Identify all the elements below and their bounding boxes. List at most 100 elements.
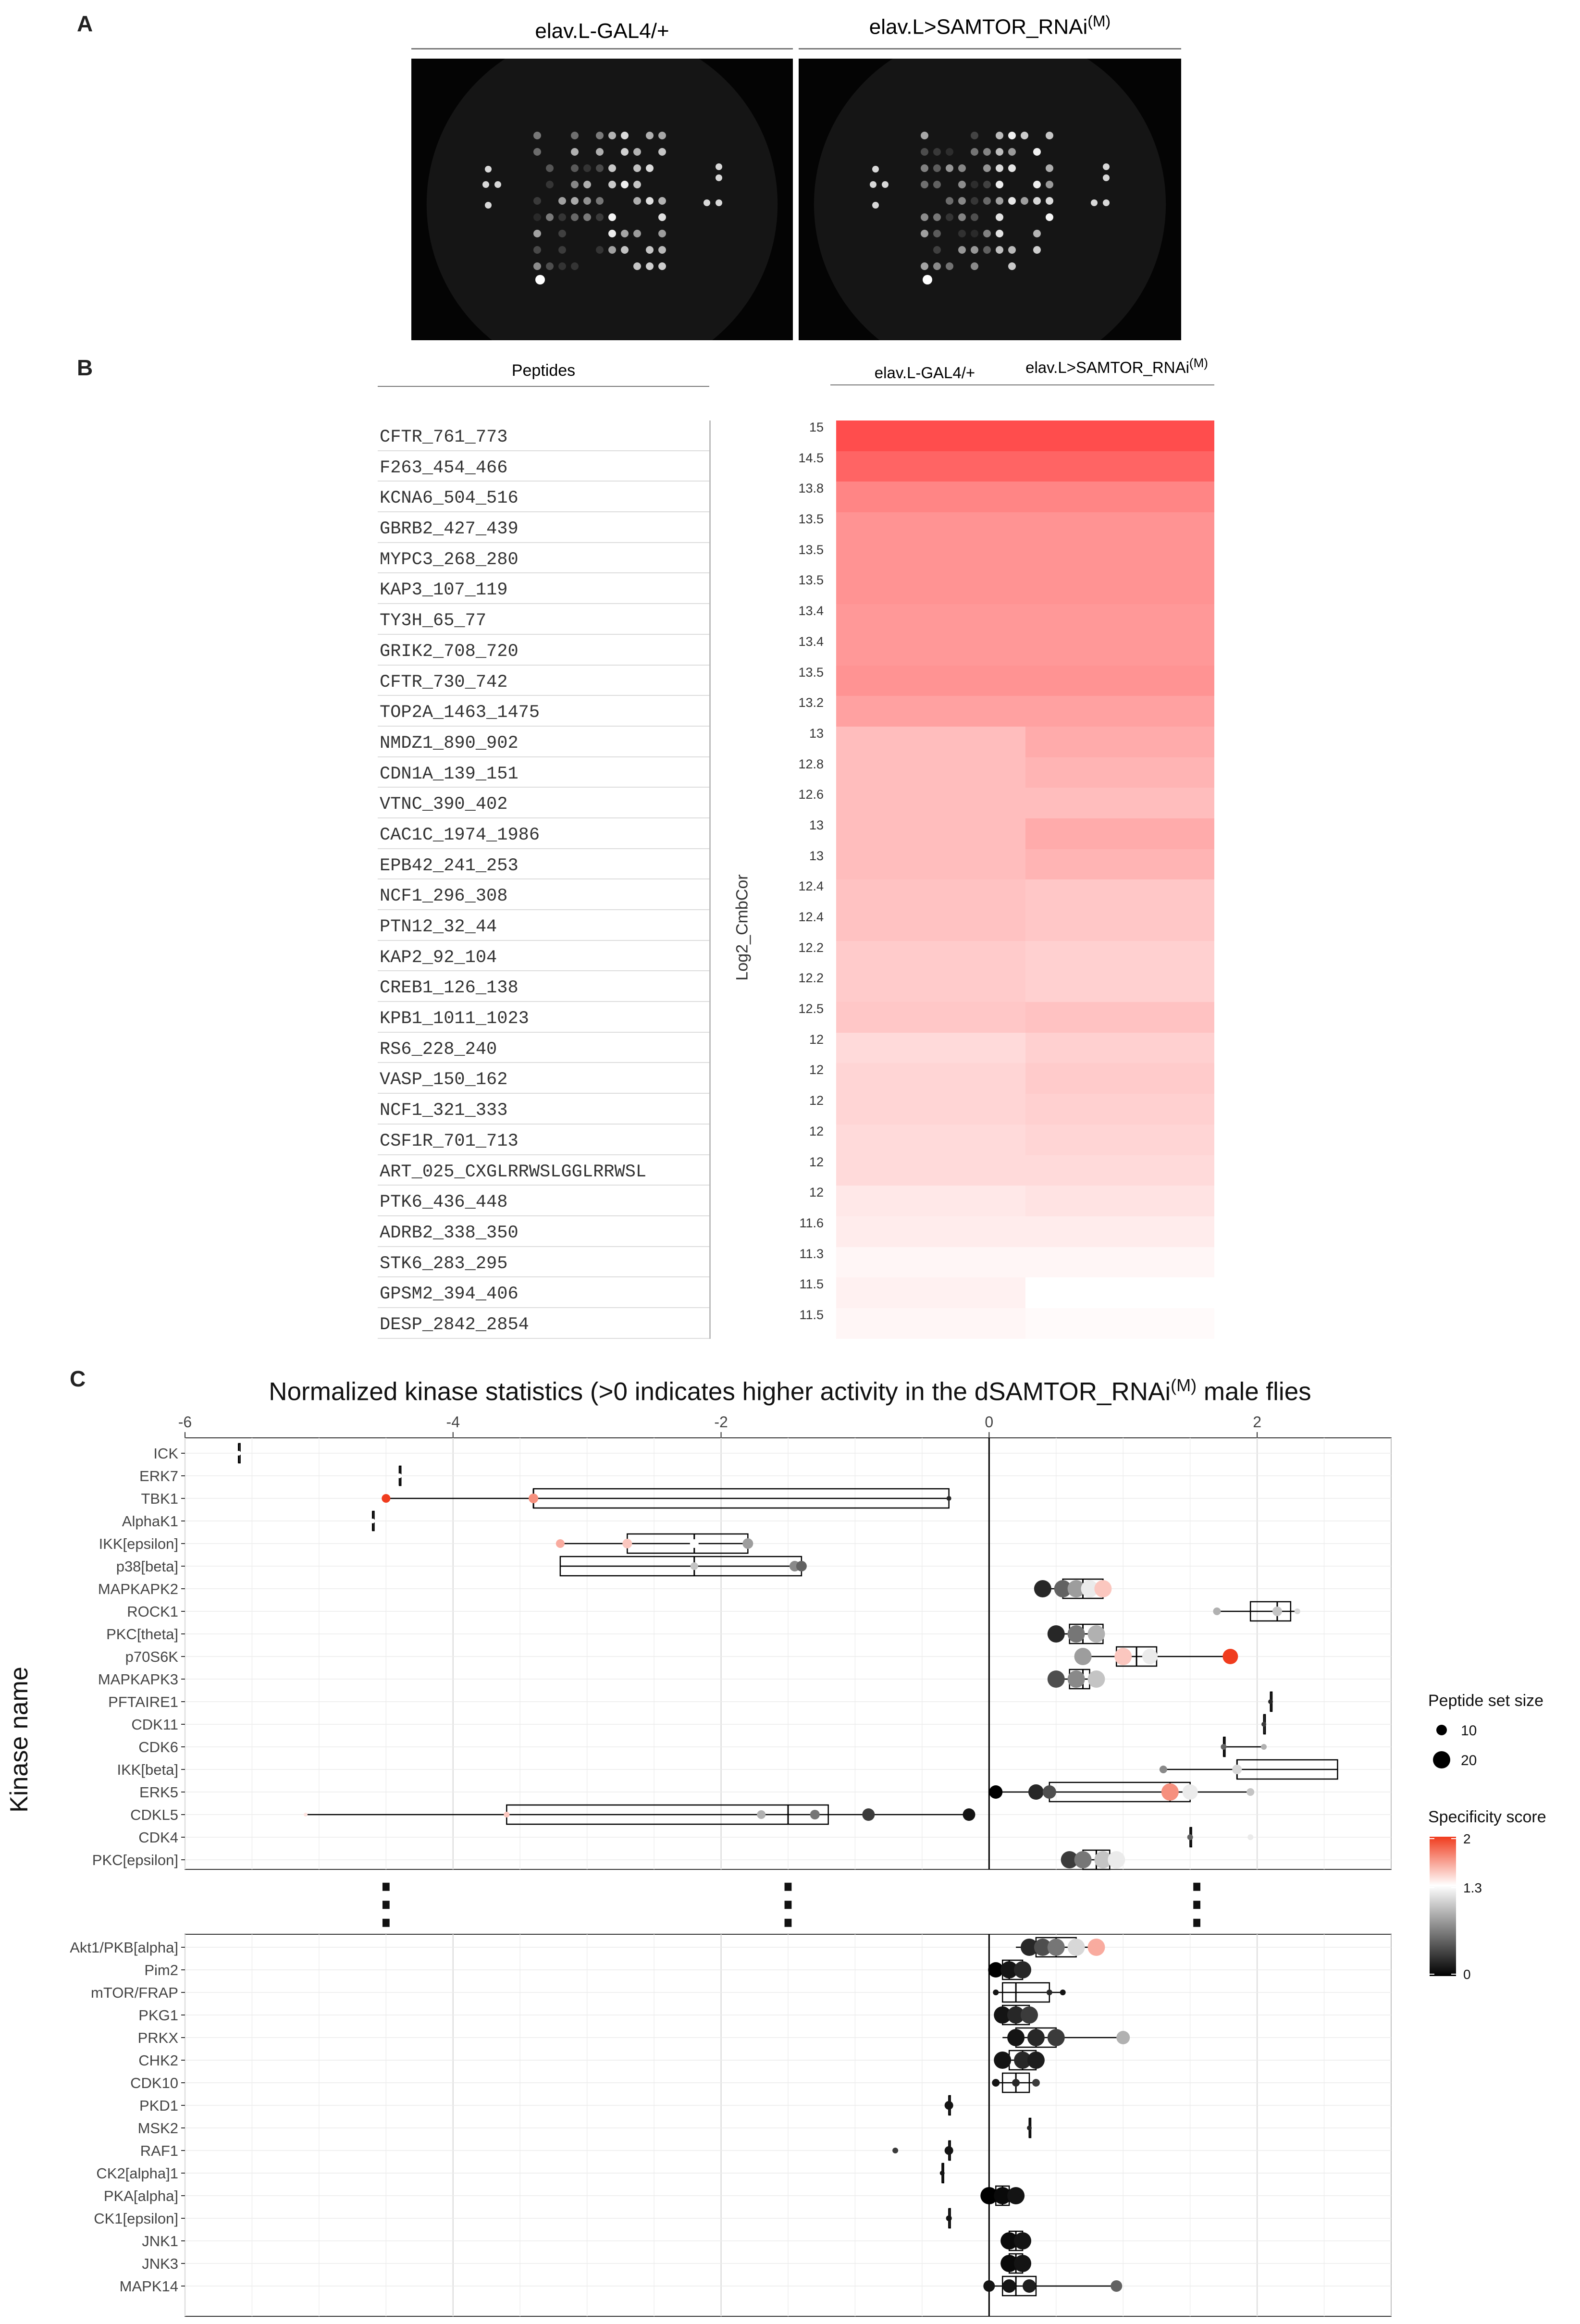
panel-a-header-right-sup: (M) [1087, 12, 1111, 30]
kinase-point [963, 1808, 975, 1821]
heatmap-row-value: 12 [809, 1063, 824, 1077]
heatmap-cell-control [836, 879, 1025, 910]
peptide-row: PTN12_32_44 [378, 910, 709, 941]
array-spot [533, 213, 541, 221]
heatmap-cell-control [836, 1032, 1025, 1063]
array-spot [533, 197, 541, 205]
array-spot [558, 230, 566, 237]
kinase-label: CHK2 [138, 2052, 178, 2069]
heatmap-cell-samtor [1025, 818, 1214, 849]
array-spot [996, 148, 1003, 156]
kinase-label: IKK[epsilon] [99, 1535, 178, 1552]
array-spot [621, 246, 629, 254]
kinase-point [1047, 1670, 1065, 1688]
array-spot [533, 148, 541, 156]
heatmap-row [836, 1063, 1214, 1094]
panel-a-label: A [77, 11, 93, 36]
peptide-row: CDN1A_139_151 [378, 757, 709, 788]
heatmap-col1-header: elav.L-GAL4/+ [874, 364, 975, 382]
heatmap-cell-samtor [1025, 512, 1214, 543]
heatmap-row [836, 971, 1214, 1002]
peptide-row: TY3H_65_77 [378, 604, 709, 635]
kinase-point [1142, 1649, 1158, 1664]
heatmap-row [836, 1216, 1214, 1247]
peptide-row: KAP3_107_119 [378, 573, 709, 605]
array-spot [583, 181, 591, 188]
heatmap-cell-control [836, 1308, 1025, 1339]
heatmap-row [836, 420, 1214, 451]
box [1049, 1781, 1191, 1803]
array-spot [1008, 197, 1016, 205]
panel-a-header-right-main: elav.L>SAMTOR_RNAi [869, 15, 1088, 39]
peptide-row: ADRB2_338_350 [378, 1216, 709, 1247]
box [1116, 1646, 1158, 1667]
array-spot [1033, 148, 1041, 156]
box [559, 1556, 802, 1577]
kinase-point [1054, 1580, 1072, 1597]
array-spot [646, 246, 654, 254]
heatmap-cell-samtor [1025, 940, 1214, 972]
array-spot [933, 213, 941, 221]
kinase-point [1014, 2255, 1032, 2272]
kinase-point [1060, 1990, 1066, 1995]
array-spot [1103, 174, 1110, 181]
kinase-label: MAPK14 [120, 2278, 178, 2295]
array-spot [921, 230, 928, 237]
kinase-chart-title: Normalized kinase statistics (>0 indicat… [0, 1375, 1580, 1407]
heatmap-row [836, 451, 1214, 482]
array-spot [658, 230, 666, 237]
kinase-point [1042, 1785, 1056, 1799]
peptide-row: KPB1_1011_1023 [378, 1002, 709, 1033]
kinase-label: MAPKAPK2 [98, 1581, 178, 1597]
peptide-row: DESP_2842_2854 [378, 1308, 709, 1339]
box [1001, 2004, 1030, 2026]
kinase-label: PKG1 [138, 2007, 178, 2024]
array-spot [658, 148, 666, 156]
box [1270, 1691, 1273, 1712]
kinase-point [1161, 1783, 1179, 1801]
kinase-label: AlphaK1 [122, 1513, 178, 1530]
heatmap-row-value: 12.4 [798, 879, 824, 894]
heatmap-cell-control [836, 726, 1025, 757]
heatmap-cell-samtor [1025, 1216, 1214, 1247]
kinase-label: JNK3 [142, 2255, 178, 2272]
kinase-point [1046, 1990, 1052, 1995]
array-spot [633, 230, 641, 237]
array-spot [608, 246, 616, 254]
array-spot [958, 246, 966, 254]
array-spot [1008, 164, 1016, 172]
heatmap-row-value: 11.3 [799, 1246, 824, 1261]
kinase-point [1021, 1939, 1038, 1956]
peptide-row: MYPC3_268_280 [378, 543, 709, 574]
kinase-point [810, 1810, 820, 1819]
kinase-point [690, 1539, 699, 1548]
array-spot [608, 132, 616, 139]
heatmap-cell-control [836, 665, 1025, 696]
heatmap-row [836, 634, 1214, 666]
kinase-point [236, 1451, 241, 1456]
kinase-label: mTOR/FRAP [91, 1984, 178, 2001]
array-spot [583, 213, 591, 221]
kinase-point [994, 2187, 1012, 2204]
array-image-control [411, 59, 793, 340]
array-spot [971, 262, 978, 270]
array-spot [658, 213, 666, 221]
kinase-point [983, 2280, 995, 2292]
kinase-point [944, 2146, 953, 2155]
legend-colorbar [1430, 1837, 1456, 1976]
peptide-row: RS6_228_240 [378, 1033, 709, 1063]
x-tick-label: -6 [178, 1413, 192, 1431]
array-spot [996, 132, 1003, 139]
array-spot [646, 262, 654, 270]
kinase-point [382, 1494, 391, 1503]
heatmap-cell-control [836, 1155, 1025, 1186]
panel-a-header-line-right [799, 48, 1181, 49]
heatmap-cell-samtor [1025, 910, 1214, 941]
array-spot [946, 213, 953, 221]
kinase-point [939, 2171, 945, 2176]
array-spot [716, 163, 722, 170]
peptide-row: KCNA6_504_516 [378, 482, 709, 513]
peptide-row: VASP_150_162 [378, 1063, 709, 1094]
peptide-row: VTNC_390_402 [378, 788, 709, 818]
array-spot [533, 246, 541, 254]
